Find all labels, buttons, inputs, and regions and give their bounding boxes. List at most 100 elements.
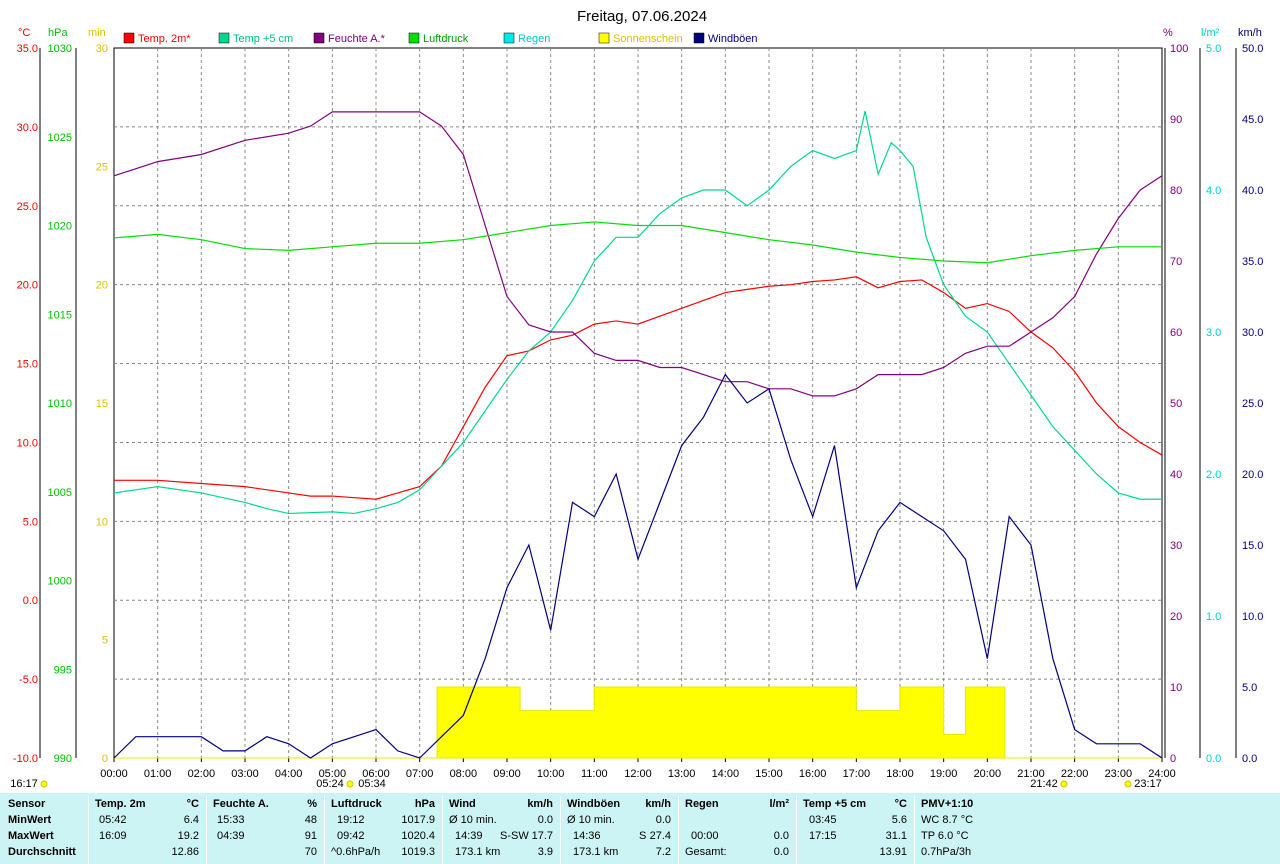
stats-wind-column: Wind km/h Ø 10 min. 0.0 14:39 S-SW 17.7 …: [442, 796, 561, 864]
rain-axis-unit: l/m²: [1201, 27, 1220, 39]
stats-temp2m-avg: 12.86: [171, 846, 199, 858]
stats-rain-header: Regen: [685, 798, 719, 810]
sunshine-tick-label: 15: [96, 398, 108, 410]
stats-humidity-header: Feuchte A.: [213, 798, 269, 810]
x-tick-label: 16:00: [799, 768, 827, 780]
stats-temp2m-min-time: 05:42: [99, 814, 127, 826]
wind-tick-label: 45.0: [1242, 114, 1263, 126]
temp-axis-unit: °C: [18, 27, 30, 39]
x-tick-label: 08:00: [450, 768, 478, 780]
pressure-tick-label: 995: [54, 664, 72, 676]
stats-temp2m-unit: °C: [186, 798, 199, 810]
annotation-civil-dawn: 05:34: [358, 778, 386, 790]
x-tick-label: 24:00: [1148, 768, 1176, 780]
sun-marker-icon: [1060, 780, 1068, 788]
stats-wind-unit: km/h: [527, 798, 553, 810]
stats-humidity-unit: %: [307, 798, 317, 810]
legend-swatch-feuchte-a: [313, 32, 325, 44]
legend-swatch-temp-2m: [123, 32, 135, 44]
x-tick-label: 20:00: [974, 768, 1002, 780]
sunshine-tick-label: 10: [96, 516, 108, 528]
wind-tick-label: 10.0: [1242, 611, 1263, 623]
rain-tick-label: 3.0: [1206, 327, 1221, 339]
stats-humidity-avg: 70: [304, 846, 317, 858]
legend-label-feuchte-a: Feuchte A.*: [328, 33, 386, 45]
x-tick-label: 10:00: [537, 768, 565, 780]
series-line-temp-5-cm: [113, 110, 1162, 515]
pressure-tick-label: 1005: [48, 487, 72, 499]
x-tick-label: 18:00: [886, 768, 914, 780]
temp-tick-label: 0.0: [23, 595, 38, 607]
rain-tick-label: 4.0: [1206, 185, 1221, 197]
annotation-civil-dusk: 23:17: [1134, 778, 1162, 790]
pressure-axis-unit: hPa: [48, 27, 68, 39]
statistics-panel: Sensor MinWert MaxWert Durchschnitt Temp…: [0, 793, 1280, 864]
series-line-temp-2m: [114, 276, 1163, 500]
x-tick-label: 22:00: [1061, 768, 1089, 780]
rain-tick-label: 1.0: [1206, 611, 1221, 623]
stats-pressure-min: 1017.9: [401, 814, 435, 826]
stats-pmv-dewpoint: TP 6.0 °C: [921, 830, 969, 842]
stats-rain-max-time: 00:00: [691, 830, 719, 842]
temp-tick-label: 15.0: [17, 359, 38, 371]
sunshine-tick-label: 25: [96, 161, 108, 173]
stats-wind-max-time: 14:39: [455, 830, 483, 842]
stats-pressure-min-time: 19:12: [337, 814, 365, 826]
stats-temp2m-column: Temp. 2m °C 05:42 6.4 16:09 19.2 12.86: [88, 796, 207, 864]
sunshine-tick-label: 30: [96, 43, 108, 55]
temp-tick-label: 10.0: [17, 437, 38, 449]
stats-wind-avg: 3.9: [537, 846, 553, 858]
stats-gusts-avg10: 0.0: [655, 814, 671, 826]
stats-rain-total-label: Gesamt:: [685, 846, 727, 858]
stats-gusts-column: Windböen km/h Ø 10 min. 0.0 14:36 S 27.4…: [560, 796, 679, 864]
stats-pressure-unit: hPa: [414, 798, 435, 810]
stats-gusts-max-direction: S: [639, 830, 647, 842]
temp-tick-label: -10.0: [13, 753, 38, 765]
temp-tick-label: 20.0: [17, 280, 38, 292]
annotation-sunset: 21:42: [1030, 778, 1058, 790]
chart-grid: [113, 47, 1163, 759]
series-line-windb-en: [113, 373, 1163, 759]
pressure-tick-label: 1015: [48, 309, 72, 321]
x-tick-label: 03:00: [231, 768, 259, 780]
humidity-tick-label: 90: [1170, 114, 1182, 126]
stats-pmv-windchill: WC 8.7 °C: [921, 814, 974, 826]
x-tick-label: 11:00: [581, 768, 608, 780]
stats-temp2m-max-time: 16:09: [99, 830, 127, 842]
stats-pmv-header: PMV+1:10: [921, 798, 974, 810]
humidity-tick-label: 40: [1170, 469, 1182, 481]
wind-tick-label: 50.0: [1242, 43, 1263, 55]
wind-tick-label: 30.0: [1242, 327, 1263, 339]
wind-tick-label: 5.0: [1242, 682, 1257, 694]
stats-wind-avg10: 0.0: [537, 814, 553, 826]
stats-gusts-avg10-label: Ø 10 min.: [567, 814, 615, 826]
series-line-luftdruck: [113, 221, 1162, 264]
x-tick-label: 07:00: [406, 768, 434, 780]
temp-tick-label: 5.0: [23, 516, 38, 528]
wind-tick-label: 25.0: [1242, 398, 1263, 410]
legend-swatch-luftdruck: [408, 32, 420, 44]
pressure-tick-label: 990: [54, 753, 72, 765]
stats-wind-max-direction: S-SW: [500, 830, 529, 842]
rain-tick-label: 0.0: [1206, 753, 1221, 765]
annotation-sunrise: 05:24: [316, 778, 344, 790]
legend-swatch-temp-5-cm: [218, 32, 230, 44]
humidity-tick-label: 10: [1170, 682, 1182, 694]
stats-sensor-header: Sensor: [8, 798, 46, 810]
stats-pressure-column: Luftdruck hPa 19:12 1017.9 09:42 1020.4 …: [324, 796, 443, 864]
pressure-tick-label: 1020: [48, 221, 72, 233]
stats-temp5cm-header: Temp +5 cm: [803, 798, 867, 810]
x-tick-label: 12:00: [624, 768, 652, 780]
temp-tick-label: 25.0: [17, 201, 38, 213]
legend-swatch-sonnenschein: [598, 32, 610, 44]
stats-temp5cm-min-time: 03:45: [809, 814, 837, 826]
temp-tick-label: 30.0: [17, 122, 38, 134]
stats-gusts-max: 27.4: [649, 830, 671, 842]
x-tick-label: 17:00: [843, 768, 871, 780]
stats-pmv-pressure-trend: 0.7hPa/3h: [921, 846, 972, 858]
humidity-tick-label: 30: [1170, 540, 1182, 552]
humidity-tick-label: 70: [1170, 256, 1182, 268]
pressure-tick-label: 1025: [48, 132, 72, 144]
stats-rain-unit: l/m²: [769, 798, 789, 810]
sun-marker-icon: [1124, 780, 1132, 788]
